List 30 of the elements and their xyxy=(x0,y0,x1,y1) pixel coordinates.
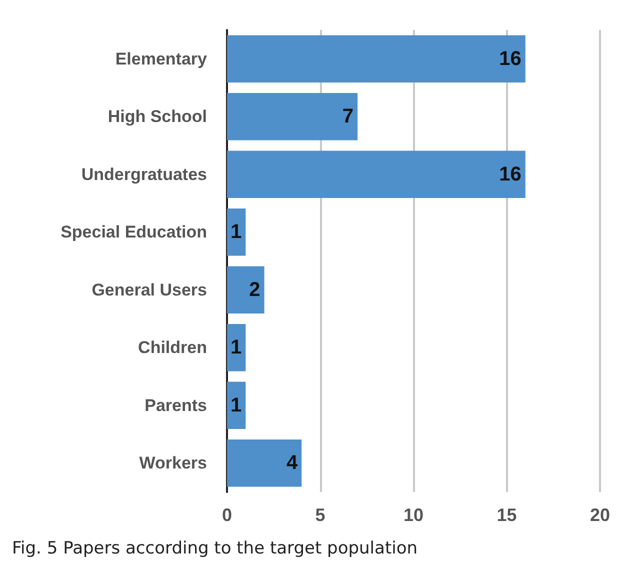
y-tick-label: Parents xyxy=(144,396,207,415)
y-tick-label: Children xyxy=(138,338,207,358)
bar xyxy=(227,439,302,487)
y-tick-label: Undergratuates xyxy=(81,164,207,184)
data-label: 7 xyxy=(342,106,354,128)
data-label: 1 xyxy=(230,221,242,244)
bar xyxy=(227,92,358,140)
x-tick-label: 10 xyxy=(403,505,424,525)
data-label: 16 xyxy=(499,163,522,186)
y-tick-label: General Users xyxy=(92,280,207,300)
bar xyxy=(227,35,526,83)
data-label: 2 xyxy=(249,278,260,301)
x-tick-label: 15 xyxy=(496,505,517,525)
bar xyxy=(227,324,246,372)
x-tick-label: 5 xyxy=(315,505,326,525)
data-label: 16 xyxy=(499,48,522,70)
y-tick-label: Special Education xyxy=(60,222,207,242)
caption: Fig. 5 Papers according to the target population xyxy=(12,538,418,558)
y-tick-label: Workers xyxy=(139,454,207,473)
bar xyxy=(227,208,246,256)
x-tick-label: 0 xyxy=(222,505,232,525)
bar xyxy=(227,150,526,198)
x-tick-label: 20 xyxy=(590,505,610,525)
data-label: 4 xyxy=(286,452,298,474)
bar xyxy=(227,382,246,430)
bar xyxy=(227,266,264,314)
data-label: 1 xyxy=(230,394,242,416)
y-tick-label: Elementary xyxy=(115,49,208,68)
data-label: 1 xyxy=(230,336,242,359)
y-tick-label: High School xyxy=(108,107,207,126)
